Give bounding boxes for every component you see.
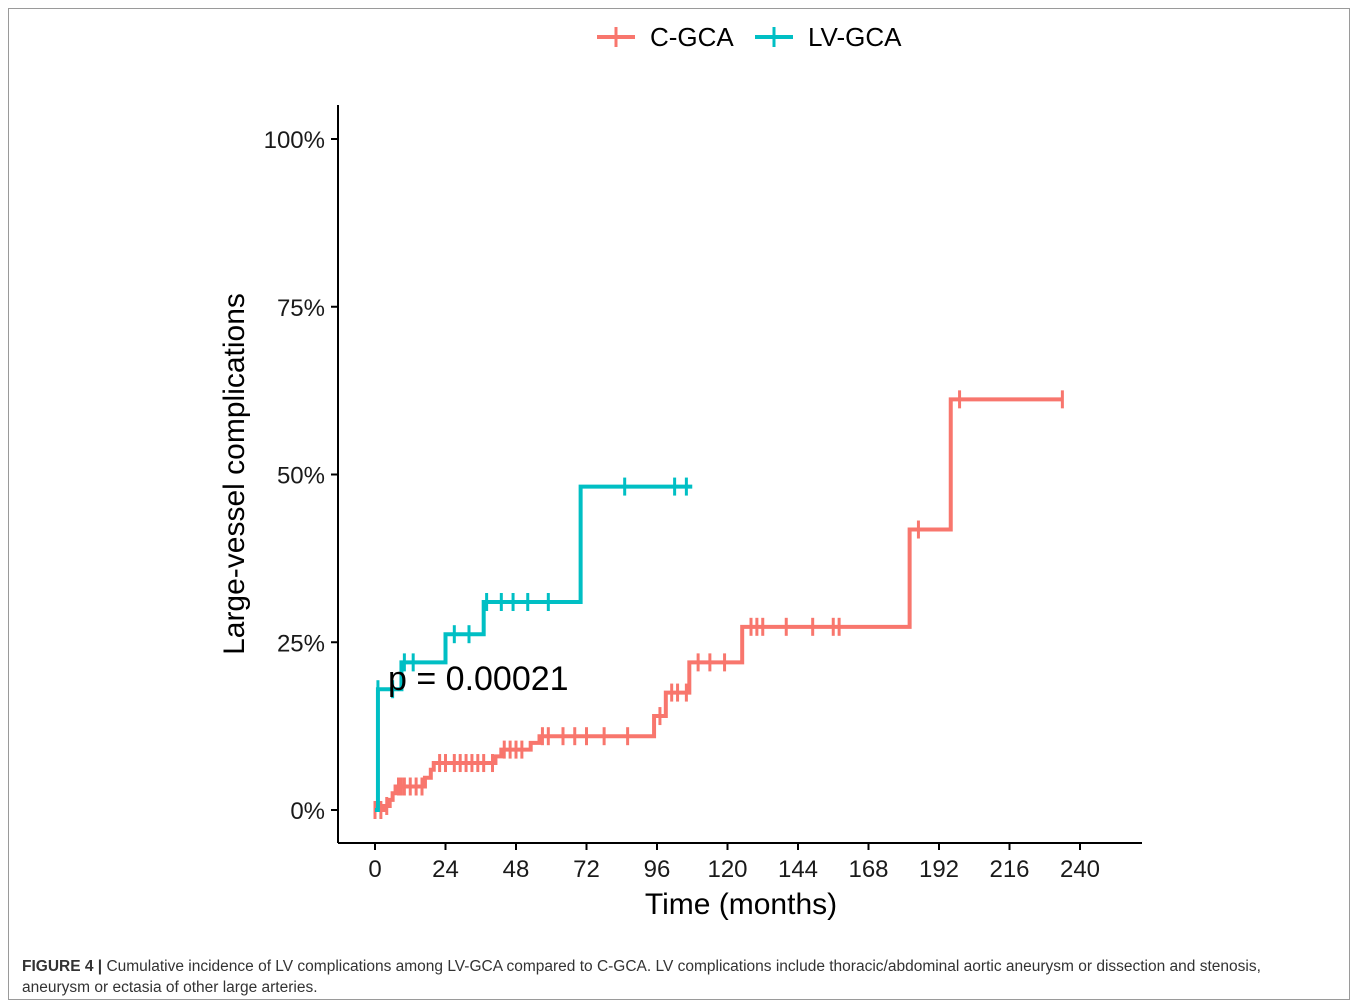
- series-layer: [373, 390, 1064, 819]
- y-axis-title: Large-vessel complications: [218, 293, 251, 655]
- x-tick-label: 96: [644, 856, 671, 883]
- caption-text: Cumulative incidence of LV complications…: [22, 958, 1261, 996]
- km-chart: C-GCA LV-GCA 0% 25% 50% 75% 100% 0 24 48 72 96 12…: [218, 22, 1142, 921]
- y-tick-label: 100%: [264, 127, 325, 154]
- legend-label-c-gca: C-GCA: [650, 22, 734, 52]
- x-tick-label: 72: [573, 856, 600, 883]
- y-tick-label: 0%: [290, 798, 325, 825]
- x-tick-label: 144: [778, 856, 818, 883]
- x-tick-label: 168: [848, 856, 888, 883]
- x-tick-label: 240: [1060, 856, 1100, 883]
- series-line-lv-gca: [375, 484, 693, 812]
- x-axis-title: Time (months): [645, 888, 837, 921]
- y-tick-label: 25%: [277, 630, 325, 657]
- p-value-annotation: p = 0.00021: [388, 660, 569, 698]
- x-tick-label: 192: [919, 856, 959, 883]
- x-tick-label: 216: [989, 856, 1029, 883]
- y-tick-label: 50%: [277, 463, 325, 490]
- legend-label-lv-gca: LV-GCA: [808, 22, 902, 52]
- figure-panel: [8, 8, 1350, 1000]
- x-tick-label: 0: [368, 856, 381, 883]
- y-tick-label: 75%: [277, 295, 325, 322]
- x-tick-label: 24: [432, 856, 459, 883]
- figure-caption: FIGURE 4 | Cumulative incidence of LV co…: [22, 956, 1332, 998]
- y-axis-ticks: 0% 25% 50% 75% 100%: [264, 127, 338, 825]
- x-tick-label: 48: [503, 856, 530, 883]
- x-tick-label: 120: [707, 856, 747, 883]
- x-axis-ticks: 0 24 48 72 96 120 144 168 192 216 240: [368, 843, 1100, 883]
- caption-label: FIGURE 4 |: [22, 958, 103, 975]
- series-line-c-gca: [375, 397, 1063, 812]
- legend: C-GCA LV-GCA: [597, 22, 902, 52]
